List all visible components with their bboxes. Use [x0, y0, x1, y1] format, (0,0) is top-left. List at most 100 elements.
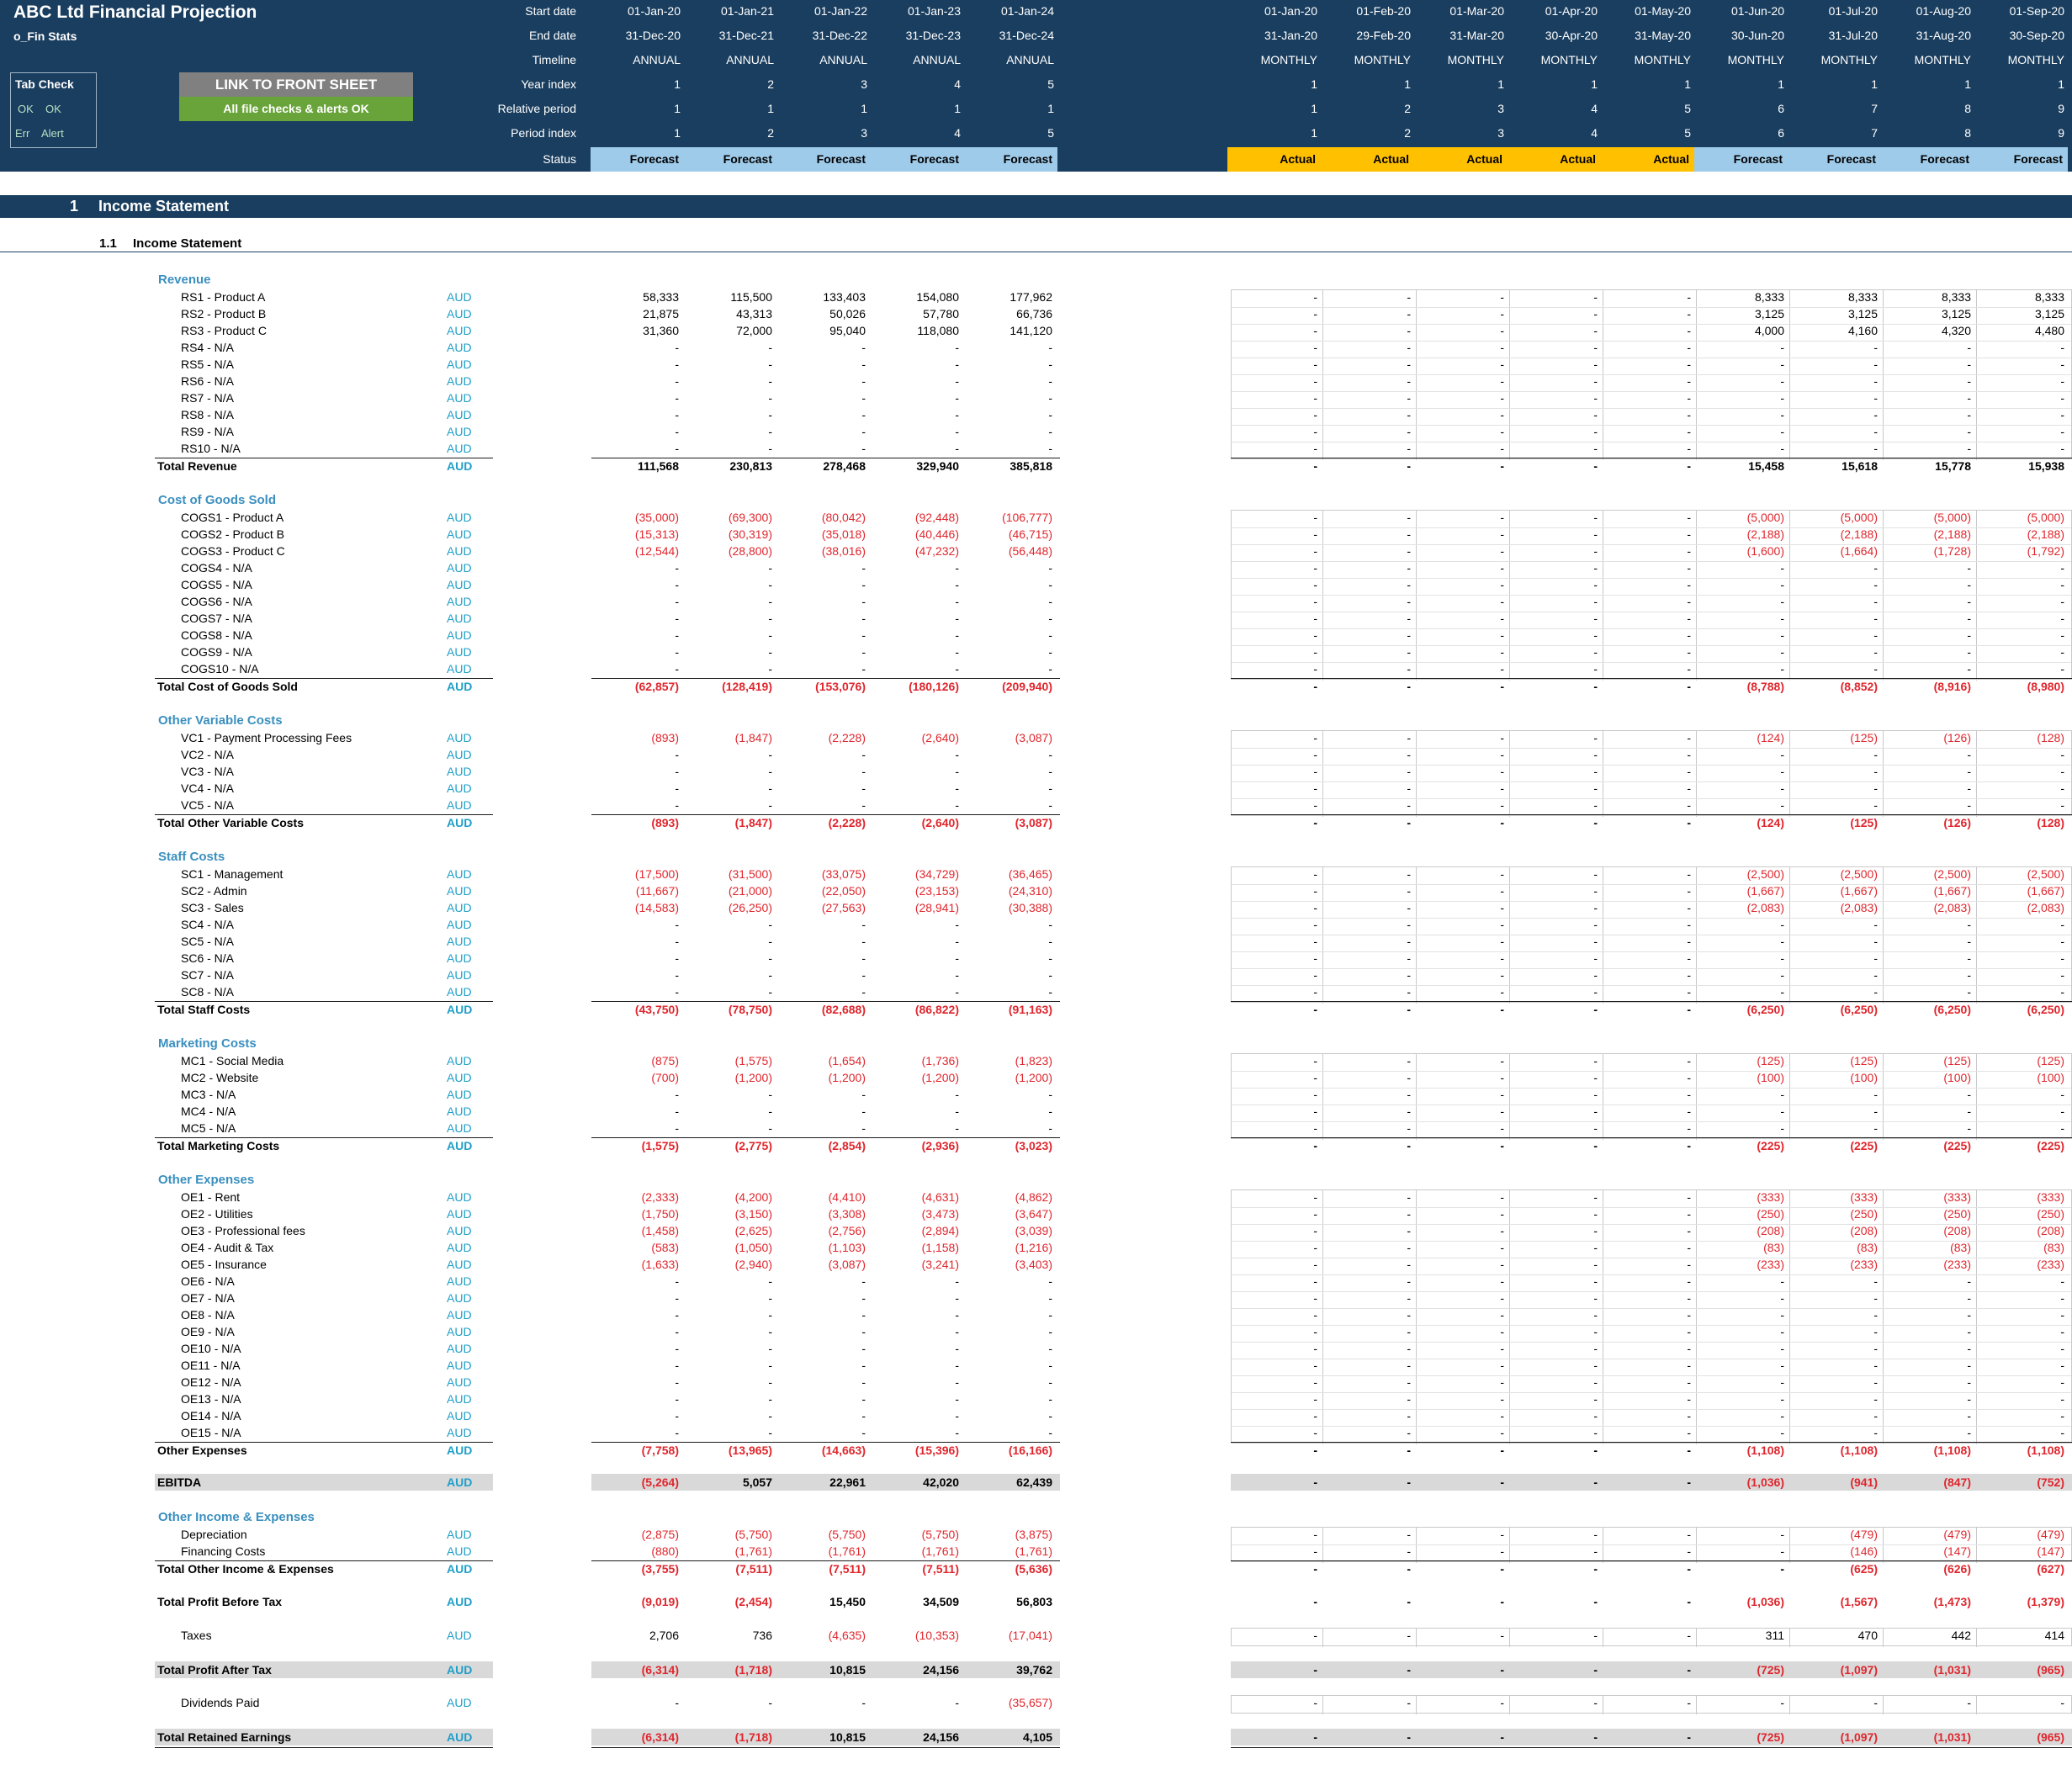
row-staff-costs-2-annual-5: (24,310) [1008, 884, 1052, 898]
annual-start-1: 01-Jan-20 [627, 4, 681, 18]
subsection-title: Income Statement [133, 236, 242, 251]
row-cost-of-goods-sold-3-monthly-9: (1,792) [2027, 544, 2064, 558]
row-label: RS4 - N/A [181, 341, 235, 354]
row-other-expenses-8-annual-5: - [1048, 1308, 1052, 1322]
row-cost-of-goods-sold-7-monthly-6: - [1780, 612, 1784, 625]
total-other-income-expenses-monthly-9: (627) [2037, 1562, 2064, 1576]
row-other-expenses-6-annual-1: - [675, 1274, 679, 1288]
row-other-expenses-13-monthly-3: - [1500, 1392, 1504, 1406]
row-staff-costs-7-annual-3: - [861, 968, 866, 982]
grid-divider [1232, 1121, 2071, 1122]
grid-divider [1883, 511, 1884, 681]
grid-divider [1789, 1190, 1790, 1444]
row-cost-of-goods-sold-2-annual-1: (15,313) [634, 527, 679, 541]
row-other-expenses-2-monthly-1: - [1313, 1207, 1317, 1221]
row-other-expenses-7-monthly-8: - [1967, 1291, 1971, 1305]
row-other-expenses-5-monthly-8: (233) [1943, 1258, 1971, 1271]
total-revenue-annual-2: 230,813 [729, 459, 772, 473]
annual-status-5: Forecast [964, 147, 1057, 172]
row-label: RS8 - N/A [181, 408, 235, 421]
row-marketing-costs-3-monthly-5: - [1687, 1088, 1691, 1101]
row-cost-of-goods-sold-5-monthly-5: - [1687, 578, 1691, 591]
row-label: SC8 - N/A [181, 985, 235, 999]
total-other-income-expenses-monthly-3: - [1500, 1562, 1504, 1576]
row-staff-costs-4-annual-2: - [768, 918, 772, 931]
row-cost-of-goods-sold-6-annual-1: - [675, 595, 679, 608]
row-cost-of-goods-sold-7-annual-1: - [675, 612, 679, 625]
row-marketing-costs-5-monthly-3: - [1500, 1121, 1504, 1135]
row-revenue-8-annual-3: - [861, 408, 866, 421]
shade-annual [591, 1661, 1060, 1678]
row-other-ie-1-monthly-9: (479) [2037, 1528, 2064, 1541]
grid-divider [1509, 511, 1510, 681]
row-other-expenses-4-monthly-9: (83) [2043, 1241, 2064, 1254]
row-revenue-1-monthly-4: - [1593, 290, 1598, 304]
row-other-expenses-12-annual-4: - [955, 1375, 959, 1389]
row-label: RS1 - Product A [181, 290, 266, 304]
row-other-expenses-9-monthly-6: - [1780, 1325, 1784, 1338]
annual-pidx-3: 3 [861, 126, 867, 140]
row-other-variable-costs-1-monthly-7: (125) [1850, 731, 1878, 744]
grid-divider [1232, 662, 2071, 663]
total-staff-costs-monthly-1: - [1313, 1003, 1317, 1016]
total-staff-costs-annual-4: (86,822) [914, 1003, 959, 1016]
row-label: OE7 - N/A [181, 1291, 235, 1305]
row-cost-of-goods-sold-8-monthly-4: - [1593, 628, 1598, 642]
row-staff-costs-6-monthly-4: - [1593, 951, 1598, 965]
total-other-variable-costs-annual-4: (2,640) [921, 816, 959, 829]
row-staff-costs-7-monthly-3: - [1500, 968, 1504, 982]
row-marketing-costs-3-annual-1: - [675, 1088, 679, 1101]
row-other-variable-costs-5-monthly-3: - [1500, 798, 1504, 812]
row-other-expenses-3-monthly-3: - [1500, 1224, 1504, 1237]
grid-divider [1232, 628, 2071, 629]
row-revenue-5-monthly-9: - [2060, 358, 2064, 371]
grid-divider [1696, 1054, 1697, 1140]
row-revenue-3-annual-3: 95,040 [829, 324, 866, 337]
row-other-expenses-9-annual-1: - [675, 1325, 679, 1338]
row-staff-costs-7-annual-4: - [955, 968, 959, 982]
grid-divider [1232, 307, 2071, 308]
row-revenue-7-monthly-8: - [1967, 391, 1971, 405]
ebitda-annual-3: 22,961 [829, 1475, 866, 1489]
row-other-expenses-9-annual-5: - [1048, 1325, 1052, 1338]
row-other-expenses-12-monthly-1: - [1313, 1375, 1317, 1389]
grid-divider [1976, 1528, 1977, 1563]
taxes-monthly-7: 470 [1857, 1629, 1878, 1642]
shade-label [155, 1661, 493, 1678]
row-other-variable-costs-2-monthly-6: - [1780, 748, 1784, 761]
monthly-year-7: 1 [1871, 77, 1878, 91]
grid-divider [1789, 1629, 1790, 1647]
row-revenue-5-monthly-3: - [1500, 358, 1504, 371]
file-checks-status-button[interactable]: All file checks & alerts OK [179, 97, 413, 121]
group-title-other-income-expenses: Other Income & Expenses [158, 1510, 315, 1524]
profit-after-tax-monthly-7: (1,097) [1840, 1663, 1878, 1677]
row-revenue-3-monthly-2: - [1407, 324, 1411, 337]
row-revenue-6-monthly-5: - [1687, 374, 1691, 388]
row-cost-of-goods-sold-6-annual-4: - [955, 595, 959, 608]
row-other-expenses-1-annual-5: (4,862) [1015, 1190, 1052, 1204]
row-other-expenses-9-monthly-2: - [1407, 1325, 1411, 1338]
grid-divider [1416, 290, 1417, 460]
row-other-variable-costs-4-monthly-3: - [1500, 781, 1504, 795]
row-other-variable-costs-4-monthly-2: - [1407, 781, 1411, 795]
tab-check-panel: Tab Check OK OK Err Alert [10, 72, 97, 148]
link-to-front-sheet-button[interactable]: LINK TO FRONT SHEET [179, 72, 413, 97]
monthly-timeline-7: MONTHLY [1820, 53, 1878, 66]
row-other-variable-costs-3-monthly-6: - [1780, 765, 1784, 778]
row-cost-of-goods-sold-5-annual-1: - [675, 578, 679, 591]
monthly-start-9: 01-Sep-20 [2009, 4, 2064, 18]
row-cost-of-goods-sold-7-monthly-2: - [1407, 612, 1411, 625]
monthly-pidx-5: 5 [1684, 126, 1691, 140]
row-other-expenses-10-monthly-8: - [1967, 1342, 1971, 1355]
row-other-expenses-5-monthly-4: - [1593, 1258, 1598, 1271]
grid-divider [1883, 1054, 1884, 1140]
row-staff-costs-1-annual-3: (33,075) [821, 867, 866, 881]
row-other-expenses-6-monthly-5: - [1687, 1274, 1691, 1288]
row-cost-of-goods-sold-10-annual-5: - [1048, 662, 1052, 675]
row-staff-costs-2-annual-3: (22,050) [821, 884, 866, 898]
row-revenue-7-monthly-3: - [1500, 391, 1504, 405]
row-other-expenses-6-annual-2: - [768, 1274, 772, 1288]
row-marketing-costs-5-monthly-9: - [2060, 1121, 2064, 1135]
grid-divider [1509, 1629, 1510, 1647]
row-other-expenses-10-monthly-2: - [1407, 1342, 1411, 1355]
